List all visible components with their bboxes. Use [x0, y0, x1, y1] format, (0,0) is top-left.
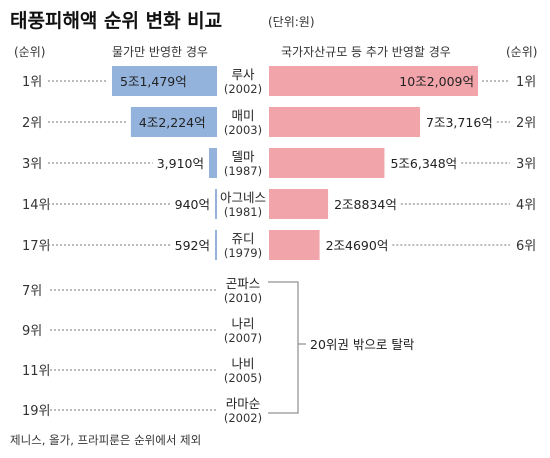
right-rank: 6위: [516, 239, 536, 254]
typhoon-year: (2002): [224, 82, 262, 96]
right-rank: 3위: [516, 157, 536, 172]
left-bar: [209, 148, 217, 178]
right-series-label: 국가자산규모 등 추가 반영할 경우: [281, 45, 451, 59]
dropped-rank: 19위: [22, 404, 51, 419]
right-value-label: 2조4690억: [326, 238, 389, 253]
unit-label: (단위:원): [268, 15, 315, 29]
typhoon-year: (2002): [224, 411, 262, 425]
ranked-rows: 1위 5조1,479억 루사(2002) 10조2,009억 1위 2위 4조2,224억 매…: [22, 66, 536, 260]
dropped-bracket: [268, 281, 306, 414]
dropped-rank: 7위: [22, 284, 42, 299]
typhoon-name: 나비: [231, 356, 254, 371]
right-rank: 4위: [516, 198, 536, 213]
typhoon-name: 나리: [231, 316, 254, 331]
left-rank: 3위: [22, 157, 42, 172]
dropped-label: 20위권 밖으로 탈락: [310, 337, 415, 352]
right-value-label: 7조3,716억: [426, 115, 493, 130]
left-bar: [215, 189, 217, 219]
right-bar: [269, 230, 320, 260]
right-bar: [269, 189, 329, 219]
typhoon-name: 곤파스: [226, 276, 261, 291]
typhoon-year: (1987): [224, 164, 262, 178]
left-bar: [215, 230, 217, 260]
left-bar: [130, 107, 217, 137]
typhoon-year: (1981): [224, 205, 262, 219]
left-rank: 2위: [22, 116, 42, 131]
right-value-label: 10조2,009억: [399, 74, 474, 89]
right-bar: [269, 107, 421, 137]
dropped-rank: 9위: [22, 324, 42, 339]
typhoon-name: 라마순: [226, 396, 261, 411]
footnote: 제니스, 올가, 프라피룬은 순위에서 제외: [10, 433, 201, 447]
left-value-label: 4조2,224억: [139, 115, 206, 130]
right-bar: [269, 148, 385, 178]
left-rank-header: (순위): [14, 45, 45, 59]
right-bar: [269, 66, 478, 96]
left-rank: 1위: [22, 75, 42, 90]
typhoon-year: (2007): [224, 331, 262, 345]
right-value-label: 2조8834억: [334, 197, 397, 212]
left-value-label: 3,910억: [157, 156, 204, 171]
left-rank: 17위: [22, 239, 51, 254]
left-value-label: 5조1,479억: [120, 74, 187, 89]
left-value-label: 940억: [175, 197, 210, 212]
typhoon-year: (2003): [224, 123, 262, 137]
chart-title: 태풍피해액 순위 변화 비교: [10, 10, 222, 32]
left-series-label: 물가만 반영한 경우: [112, 45, 208, 59]
left-value-label: 592억: [175, 238, 210, 253]
right-rank: 2위: [516, 116, 536, 131]
typhoon-name: 매미: [231, 108, 254, 123]
right-value-label: 5조6,348억: [390, 156, 457, 171]
typhoon-year: (1979): [224, 246, 262, 260]
typhoon-name: 델마: [231, 149, 255, 164]
typhoon-name: 쥬디: [231, 231, 254, 246]
typhoon-year: (2010): [224, 291, 262, 305]
right-rank-header: (순위): [506, 45, 537, 59]
typhoon-name: 아그네스: [220, 190, 266, 205]
right-rank: 1위: [516, 75, 536, 90]
left-bar: [112, 66, 217, 96]
dropped-rank: 11위: [22, 364, 51, 379]
left-rank: 14위: [22, 198, 51, 213]
typhoon-year: (2005): [224, 371, 262, 385]
dropped-rows: 7위 곤파스(2010) 9위 나리(2007) 11위 나비(2005) 19위 라마순(2…: [22, 276, 262, 425]
typhoon-name: 루사: [231, 67, 255, 82]
